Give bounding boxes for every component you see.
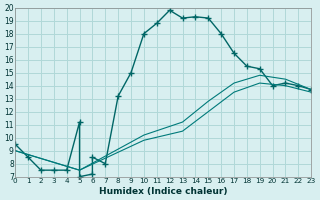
X-axis label: Humidex (Indice chaleur): Humidex (Indice chaleur) <box>99 187 228 196</box>
